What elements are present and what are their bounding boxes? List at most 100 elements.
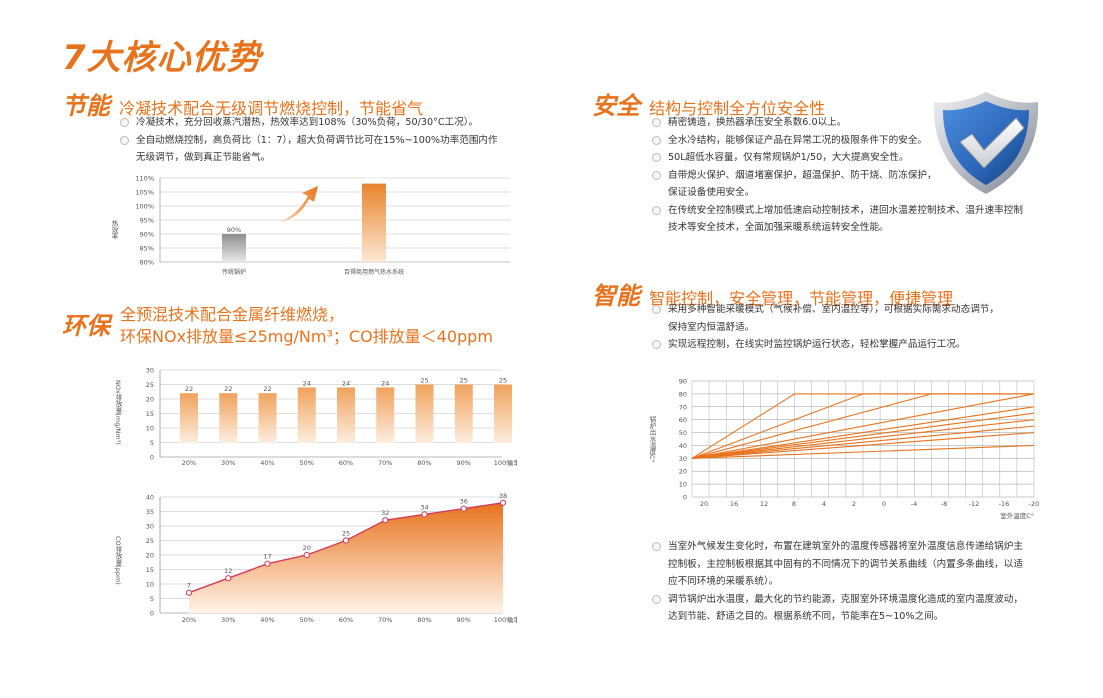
bar <box>258 393 277 443</box>
y-tick-label: 15 <box>146 410 154 418</box>
energy-section-heading: 节能 冷凝技术配合无级调节燃烧控制，节能省气 <box>62 86 423 121</box>
y-tick-label: 30 <box>679 455 687 463</box>
data-point <box>382 517 389 524</box>
x-tick-label: -12 <box>969 500 980 508</box>
x-tick-label: 12 <box>760 500 768 508</box>
list-item: 全水冷结构，能够保证产品在异常工况的极限条件下的安全。 <box>652 132 1052 150</box>
eco-section-heading: 环保 <box>62 306 110 341</box>
bar <box>297 387 316 443</box>
x-tick-label: 30% <box>221 616 235 624</box>
energy-subtitle: 冷凝技术配合无级调节燃烧控制，节能省气 <box>119 99 424 118</box>
x-tick-label: 8 <box>792 500 796 508</box>
x-tick-label: 4 <box>822 500 826 508</box>
smart-section-heading: 智能 智能控制，安全管理，节能管理，便捷管理 <box>592 276 953 311</box>
data-value-label: 34 <box>420 503 428 511</box>
y-tick-label: 90 <box>679 378 687 386</box>
data-value-label: 32 <box>381 509 389 517</box>
bar-value-label: 22 <box>185 385 193 393</box>
smart-bullet-list-top: 采用多种智能采暖模式（气候补偿、室内温控等），可根据实际需求动态调节， 保持室内… <box>652 301 1052 354</box>
eco-subtitle: 全预混技术配合金属纤维燃烧， 环保NOx排放量≤25mg/Nm³；CO排放量＜4… <box>120 305 493 346</box>
y-tick-label: 85% <box>140 245 154 253</box>
list-item: 调节锅炉出水温度，最大化的节约能源，克服室外环境温度化造成的室内温度波动， <box>652 591 1052 609</box>
data-point <box>421 511 428 518</box>
data-value-label: 38 <box>499 492 507 500</box>
bar <box>454 384 473 443</box>
list-item: 冷凝技术，充分回收蒸汽潜热，热效率达到108%（30%负荷，50/30°C工况）… <box>120 114 520 132</box>
bar-value-label: 25 <box>499 377 507 385</box>
bullet-circle-icon <box>652 135 661 145</box>
curve-line <box>691 444 1035 459</box>
bar <box>180 393 198 443</box>
x-tick-label: 50% <box>300 616 314 624</box>
heating-y-axis-label: 锅炉出水温度C° <box>648 415 656 463</box>
arrow-up-right-icon <box>280 186 318 222</box>
y-tick-label: 105% <box>135 189 154 197</box>
y-tick-label: 0 <box>150 454 154 462</box>
data-value-label: 20 <box>303 544 311 552</box>
y-tick-label: 50 <box>679 429 687 437</box>
x-tick-label: 40% <box>260 459 274 467</box>
curve-line <box>691 406 1035 459</box>
x-tick-label: 20% <box>182 459 196 467</box>
curve-line <box>691 425 1035 459</box>
list-item: 控制板，主控制板根据其中固有的不同情况下的调节关系曲线（内置多条曲线，以适 <box>668 558 1023 570</box>
data-value-label: 7 <box>187 582 191 590</box>
x-tick-label: 70% <box>378 459 392 467</box>
x-tick-label: 百得商用燃气热水系统 <box>344 268 404 276</box>
list-item: 精密铸造，换热器承压安全系数6.0以上。 <box>652 114 1052 132</box>
page-title: 7大核心优势 <box>62 38 262 78</box>
x-tick-label: 80% <box>417 616 431 624</box>
y-tick-label: 10 <box>146 581 154 589</box>
x-tick-label: 70% <box>378 616 392 624</box>
bullet-circle-icon <box>652 305 661 314</box>
list-item: 采用多种智能采暖模式（气候补偿、室内温控等），可根据实际需求动态调节， <box>652 301 1052 319</box>
list-item: 应不同环境的采暖系统）。 <box>668 576 779 587</box>
safety-subtitle: 结构与控制全方位安全性 <box>649 99 826 118</box>
list-item: 在传统安全控制模式上增加低速启动控制技术，进回水温差控制技术、温升速率控制 <box>652 202 1052 220</box>
y-tick-label: 15 <box>146 566 154 574</box>
bar-value-label: 22 <box>224 385 232 393</box>
eco-keyword: 环保 <box>62 312 110 340</box>
data-value-label: 12 <box>224 567 232 575</box>
bullet-circle-icon <box>652 205 661 215</box>
x-tick-label: -8 <box>941 500 947 508</box>
data-point <box>264 560 271 567</box>
bar <box>376 387 395 443</box>
y-tick-label: 30 <box>146 367 154 375</box>
shield-check-icon <box>933 92 1039 194</box>
bullet-circle-icon <box>120 135 129 145</box>
y-tick-label: 5 <box>150 595 154 603</box>
y-tick-label: 5 <box>150 439 154 447</box>
list-item: 达到节能、舒适之目的。根据系统不同，节能率在5~10%之间。 <box>668 611 944 622</box>
bullet-circle-icon <box>652 153 661 162</box>
data-point <box>303 551 310 559</box>
x-tick-label: -20 <box>1029 500 1040 508</box>
x-tick-label: 0 <box>882 500 886 508</box>
y-tick-label: 40 <box>146 494 154 502</box>
efficiency-y-axis-label: 热效率 <box>110 219 118 241</box>
list-item: 技术等安全技术，全面加强采暖系统运转安全性能。 <box>668 222 889 233</box>
bullet-circle-icon <box>652 118 661 127</box>
bar-value-label: 24 <box>303 379 311 387</box>
bar-value-label: 25 <box>420 377 428 385</box>
list-item: 当室外气候发生变化时，布置在建筑室外的温度传感器将室外温度信息传递给锅炉主 <box>652 538 1052 556</box>
list-item: 保证设备使用安全。 <box>668 187 755 198</box>
x-tick-label: -4 <box>911 500 917 508</box>
x-tick-label: 80% <box>417 459 431 467</box>
bullet-circle-icon <box>652 170 661 180</box>
bar <box>415 384 434 443</box>
y-tick-label: 110% <box>135 175 154 183</box>
co-chart: 0 5 10 15 20 25 30 35 40 7 20% 12 30% 17 40% 20 50% 25 60%… <box>114 492 517 624</box>
bar-value-label: 22 <box>263 385 271 393</box>
bar-value-label: 25 <box>460 377 468 385</box>
data-value-label: 36 <box>460 498 468 506</box>
y-tick-label: 80 <box>679 390 687 398</box>
y-tick-label: 100% <box>135 203 154 211</box>
y-tick-label: 25 <box>146 537 154 545</box>
energy-bullet-list: 冷凝技术，充分回收蒸汽潜热，热效率达到108%（30%负荷，50/30°C工况）… <box>120 114 520 167</box>
y-tick-label: 60 <box>679 416 687 424</box>
y-tick-label: 20 <box>679 468 687 476</box>
y-tick-label: 40 <box>679 442 687 450</box>
bar <box>494 384 512 443</box>
